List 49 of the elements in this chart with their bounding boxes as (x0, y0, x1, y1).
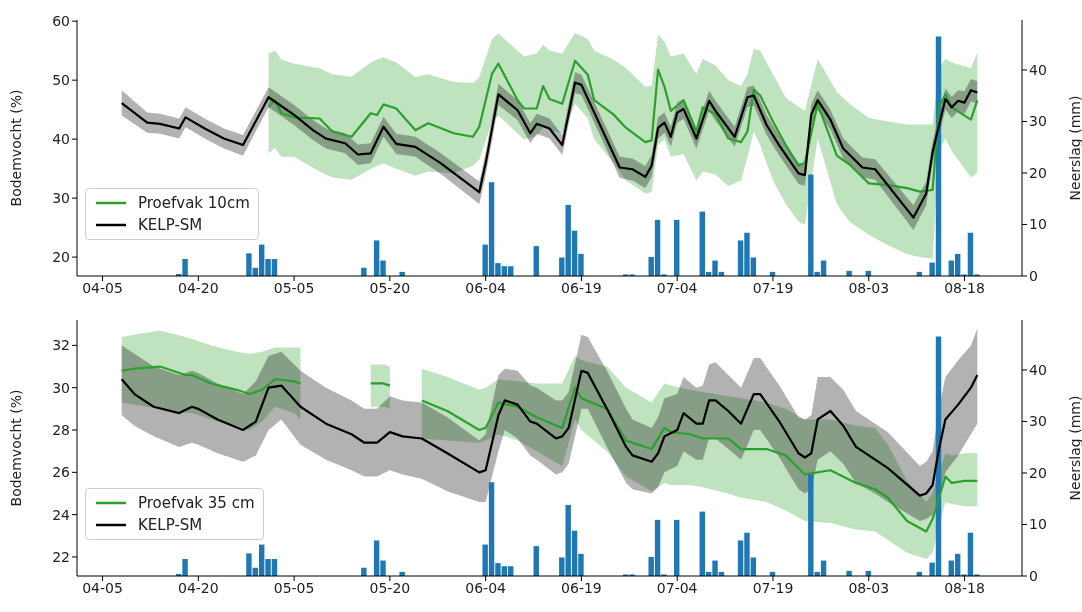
y2-tick-label: 20 (1029, 464, 1047, 481)
x-tick-label: 04-20 (177, 279, 219, 296)
x-tick-label: 07-19 (752, 279, 794, 296)
y2-tick-label: 0 (1029, 267, 1038, 284)
y-tick-label: 28 (52, 421, 70, 438)
x-tick-label: 08-03 (848, 279, 890, 296)
legend-label: KELP-SM (138, 516, 203, 534)
y-tick-label: 26 (52, 464, 71, 481)
x-tick-label: 07-04 (656, 279, 698, 296)
y2-tick-label: 30 (1029, 113, 1047, 130)
x-tick-label: 07-19 (752, 579, 794, 596)
x-tick-label: 05-05 (273, 279, 315, 296)
x-tick-label: 08-03 (848, 579, 890, 596)
y-tick-label: 50 (52, 72, 70, 89)
legend-label: KELP-SM (138, 216, 203, 234)
legend-label: Proefvak 35 cm (138, 494, 255, 512)
x-tick-label: 04-20 (177, 579, 219, 596)
x-tick-label: 05-20 (369, 579, 411, 596)
y2-axis-title: Neerslag (mm) (1066, 395, 1082, 501)
x-tick-label: 07-04 (656, 579, 698, 596)
y2-tick-label: 20 (1029, 164, 1047, 181)
y2-axis-title: Neerslag (mm) (1066, 95, 1082, 201)
x-tick-label: 08-18 (944, 279, 985, 296)
y-tick-label: 60 (52, 13, 70, 30)
x-tick-label: 06-04 (465, 279, 507, 296)
y-tick-label: 32 (52, 337, 70, 354)
y-tick-label: 30 (52, 379, 70, 396)
y2-tick-label: 40 (1029, 61, 1047, 78)
x-tick-label: 06-19 (561, 579, 602, 596)
x-tick-label: 05-20 (369, 279, 411, 296)
x-tick-label: 08-18 (944, 579, 985, 596)
y2-tick-label: 30 (1029, 413, 1047, 430)
y-tick-label: 24 (52, 506, 71, 523)
y-tick-label: 20 (52, 249, 70, 266)
x-tick-label: 06-04 (465, 579, 507, 596)
y2-tick-label: 10 (1029, 516, 1047, 533)
x-tick-label: 05-05 (273, 579, 315, 596)
x-tick-label: 04-05 (82, 579, 123, 596)
y-axis-title: Bodemvocht (%) (7, 89, 24, 207)
y-tick-label: 40 (52, 131, 70, 148)
y2-tick-label: 40 (1029, 361, 1047, 378)
x-tick-label: 06-19 (561, 279, 602, 296)
y-tick-label: 22 (52, 548, 70, 565)
y2-tick-label: 0 (1029, 567, 1038, 584)
legend-label: Proefvak 10cm (138, 194, 250, 212)
y-tick-label: 30 (52, 190, 70, 207)
y2-tick-label: 10 (1029, 216, 1047, 233)
x-tick-label: 04-05 (82, 279, 123, 296)
y-axis-title: Bodemvocht (%) (7, 389, 24, 507)
